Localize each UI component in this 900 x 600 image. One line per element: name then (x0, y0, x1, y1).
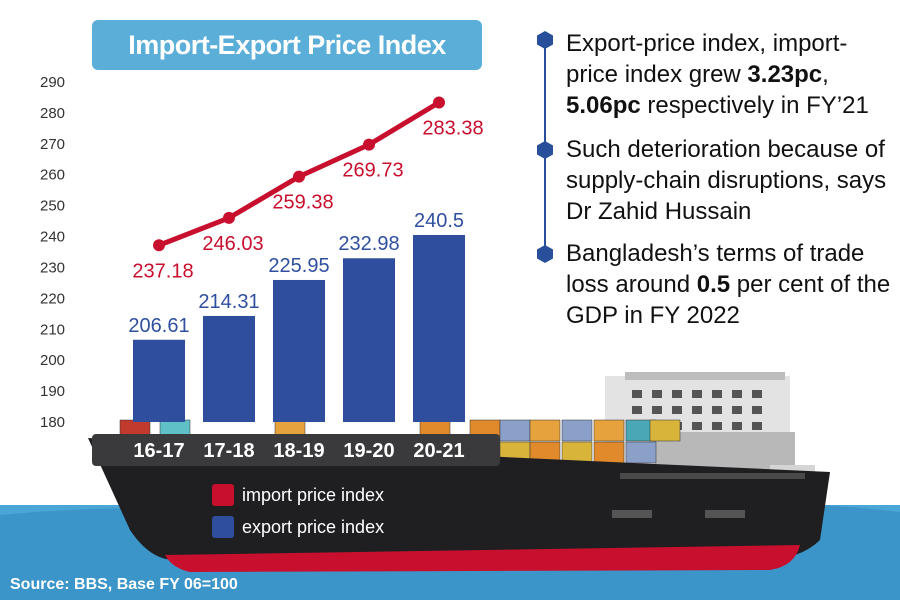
y-tick-label: 210 (40, 321, 65, 338)
bullet-3-text-a: Bangladesh’s terms of trade loss around (566, 240, 865, 298)
hexagon-bullet-icon (537, 31, 553, 49)
y-tick-label: 180 (40, 414, 65, 431)
ship-hull-hatch (705, 510, 745, 518)
import-data-label: 259.38 (272, 192, 333, 214)
bridge-window (712, 406, 722, 414)
container-box (561, 419, 593, 442)
container-box (625, 441, 657, 464)
bullet-1-text-c: respectively in FY’21 (640, 92, 869, 119)
bridge-window (632, 406, 642, 414)
import-data-label: 283.38 (422, 117, 483, 139)
bullet-3-highlight: 0.5 (696, 271, 731, 298)
container-box (649, 419, 681, 442)
bridge-window (752, 390, 762, 398)
ship-hull-hatch (612, 510, 652, 518)
x-category-label: 18-19 (273, 440, 324, 462)
ship-bridge-top (625, 372, 785, 380)
bullet-2: Such deterioration because of supply-cha… (566, 134, 896, 227)
import-point (293, 170, 305, 183)
hexagon-bullet-icon (537, 245, 553, 263)
bullet-2-text: Such deterioration because of supply-cha… (566, 136, 887, 225)
y-tick-label: 230 (40, 259, 65, 276)
legend-export-swatch (212, 516, 234, 538)
import-point (153, 239, 165, 252)
bridge-window (652, 406, 662, 414)
bridge-window (652, 390, 662, 398)
title-banner: Import-Export Price Index (92, 20, 482, 70)
source-note: Source: BBS, Base FY 06=100 (10, 576, 238, 593)
legend-import-label: import price index (242, 485, 385, 505)
y-tick-label: 260 (40, 167, 65, 184)
bridge-window (692, 406, 702, 414)
export-bar (413, 235, 465, 422)
x-category-label: 17-18 (203, 440, 254, 462)
bridge-window (672, 390, 682, 398)
ship-hull-red (165, 545, 800, 572)
bridge-window (732, 422, 742, 430)
bridge-window (692, 390, 702, 398)
ship-hull (88, 438, 830, 560)
container-box (529, 419, 561, 442)
bullet-3-text-b: per cent of the GDP in FY 2022 (566, 271, 891, 329)
bullet-1-highlight-a: 3.23pc (747, 61, 823, 88)
x-category-label: 20-21 (413, 440, 464, 462)
bullet-1: Export-price index, import-price index g… (566, 28, 896, 121)
y-tick-label: 190 (40, 383, 65, 400)
export-bar (133, 339, 185, 422)
export-bar (203, 315, 255, 422)
export-bar (273, 279, 325, 422)
y-tick-label: 290 (40, 74, 65, 91)
bullet-1-text-a: Export-price index, import-price index g… (566, 30, 848, 88)
bullet-1-text-b: , (822, 61, 829, 88)
bridge-window (692, 422, 702, 430)
hexagon-bullet-icon (537, 141, 553, 159)
bullet-1-highlight-b: 5.06pc (566, 92, 641, 119)
bridge-window (712, 390, 722, 398)
export-data-label: 206.61 (128, 315, 189, 337)
import-line: 237.18 246.03 259.38 269.73 283.38 (132, 96, 484, 282)
container-box (593, 419, 625, 442)
x-category-label: 19-20 (343, 440, 394, 462)
import-data-label: 246.03 (202, 233, 263, 255)
y-tick-label: 250 (40, 198, 65, 215)
bridge-window (752, 406, 762, 414)
bridge-window (712, 422, 722, 430)
import-point (433, 96, 445, 109)
y-axis: 180 190 200 210 220 230 240 250 260 270 280 290 (40, 74, 65, 431)
export-data-label: 240.5 (414, 210, 464, 232)
category-band (92, 434, 500, 466)
export-bar (343, 258, 395, 422)
export-bars: 206.61 214.31 225.95 232.98 240.5 (128, 210, 465, 422)
export-data-label: 232.98 (338, 233, 399, 255)
y-tick-label: 220 (40, 290, 65, 307)
import-point (223, 211, 235, 224)
x-axis: 16-17 17-18 18-19 19-20 20-21 (133, 440, 464, 462)
ship-deck-rail (620, 473, 805, 479)
chart-title: Import-Export Price Index (128, 30, 446, 60)
y-tick-label: 200 (40, 352, 65, 369)
bridge-window (732, 390, 742, 398)
legend-import-swatch (212, 484, 234, 506)
y-tick-label: 270 (40, 136, 65, 153)
export-data-label: 225.95 (268, 255, 329, 277)
legend-export-label: export price index (242, 517, 385, 537)
bridge-window (672, 406, 682, 414)
bridge-window (752, 422, 762, 430)
bridge-window (732, 406, 742, 414)
import-data-label: 269.73 (342, 160, 403, 182)
import-point (363, 138, 375, 151)
x-category-label: 16-17 (133, 440, 184, 462)
y-tick-label: 280 (40, 105, 65, 122)
y-tick-label: 240 (40, 229, 65, 246)
bridge-window (632, 390, 642, 398)
import-data-label: 237.18 (132, 260, 193, 282)
export-data-label: 214.31 (198, 291, 259, 313)
bullet-3: Bangladesh’s terms of trade loss around … (566, 238, 896, 331)
